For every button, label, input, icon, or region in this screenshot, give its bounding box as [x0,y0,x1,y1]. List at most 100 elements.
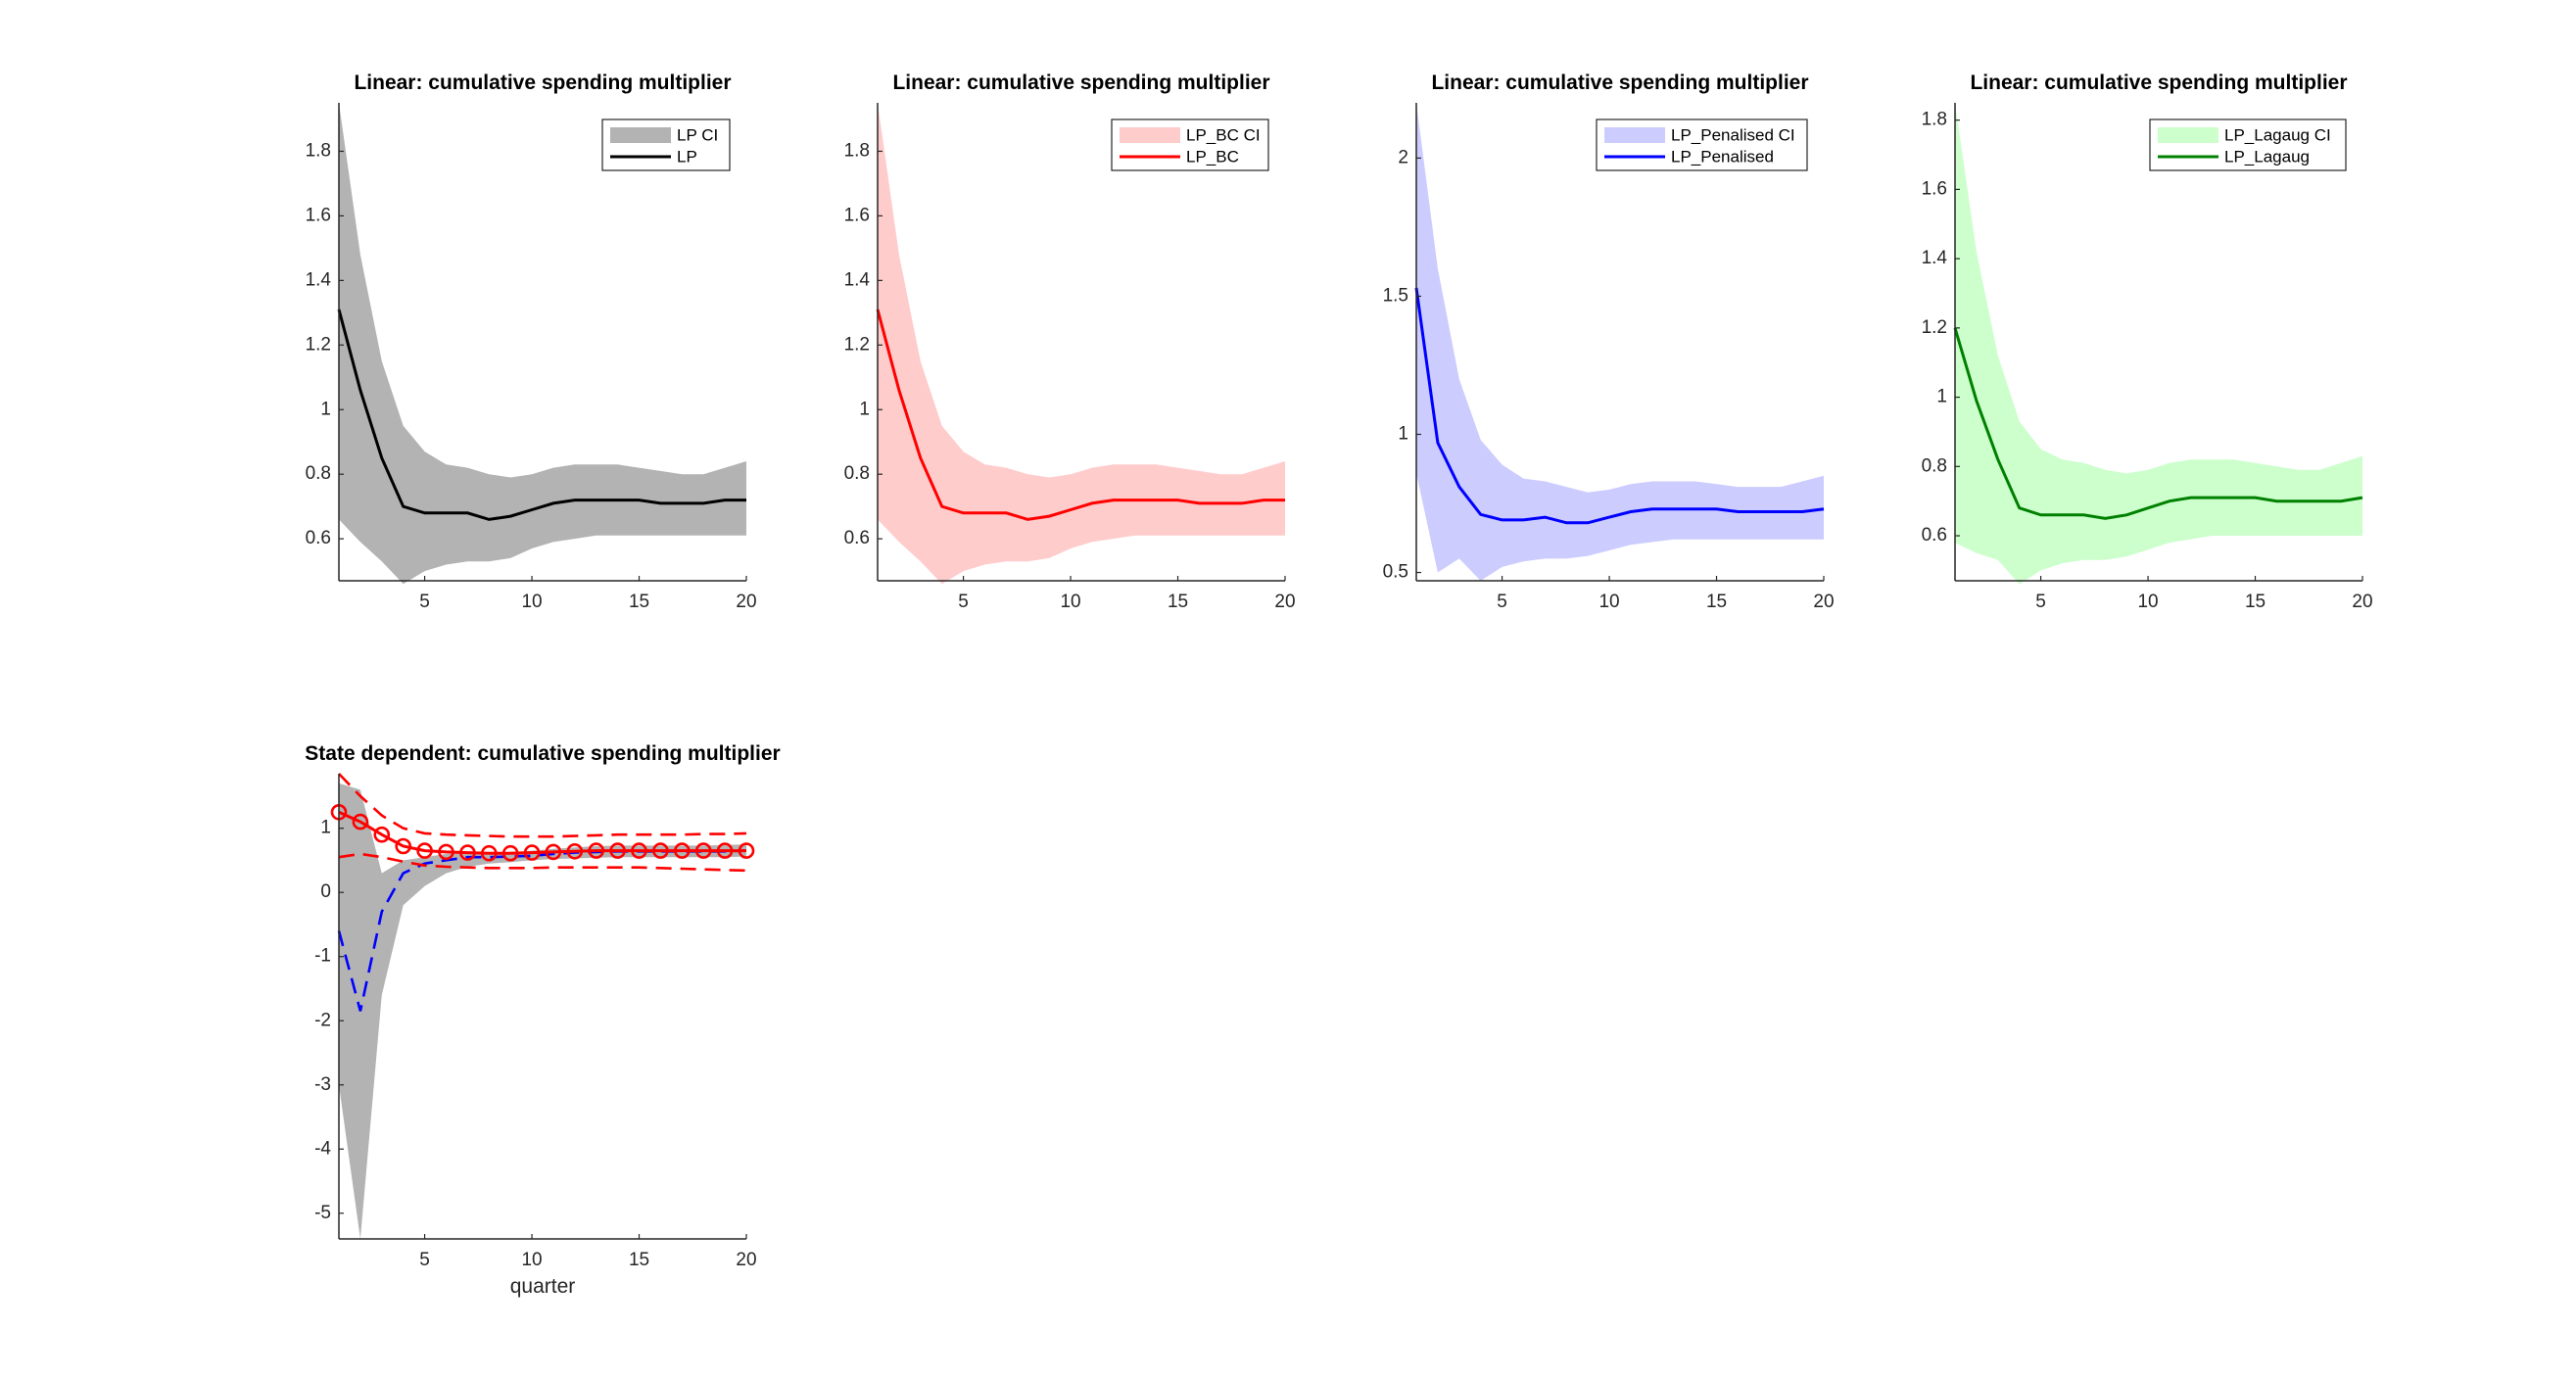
y-tick-label: 1.8 [1922,110,1947,130]
y-tick-label: 1 [1936,387,1947,407]
panel-title: Linear: cumulative spending multiplier [1431,71,1808,94]
y-tick-label: 1.2 [306,334,331,355]
legend-swatch-band [610,127,671,143]
y-tick-label: 0.6 [844,528,870,548]
series-marker [738,842,755,859]
x-tick-label: 10 [521,1250,542,1270]
series-line-3 [338,773,747,838]
x-tick-label: 10 [1598,592,1619,612]
x-tick-label: 5 [2035,592,2046,612]
y-tick-label: 0.8 [844,463,870,484]
x-tick-label: 10 [521,592,542,612]
series-marker [566,842,584,860]
legend: LP_BC CI LP_BC [1111,119,1269,171]
panel-5: 5 10 15 20 -5 -4 -3 -2 -1 0 1 State dependent: cumu… [305,742,780,1298]
y-tick-label: 1 [859,399,870,419]
legend: LP_Lagaug CI LP_Lagaug [2149,119,2347,171]
y-tick-label: 1.8 [306,140,331,161]
series-marker [352,813,369,831]
x-tick-label: 15 [2245,592,2266,612]
y-tick-label: -5 [314,1203,331,1223]
legend-swatch-band [1604,127,1665,143]
series-line-2 [338,810,746,855]
y-tick-label: -4 [314,1138,331,1159]
series-marker [416,842,433,859]
x-tick-label: 5 [419,1250,430,1270]
panel-2: 5 10 15 20 0.6 0.8 1 1.2 1.4 1.6 1.8 Linear: cumula… [844,71,1296,612]
series-line-1 [337,309,746,521]
series-marker [673,842,691,859]
y-tick-label: 0.6 [306,528,331,548]
series-marker [373,826,391,843]
y-tick-label: -3 [314,1074,331,1095]
panel-title: State dependent: cumulative spending mul… [305,742,780,765]
legend-label-band: LP_Lagaug CI [2224,125,2331,144]
series-marker [588,842,605,859]
x-tick-label: 20 [1813,592,1834,612]
series-marker [438,843,454,861]
series-marker [395,837,412,855]
y-tick-label: 1.2 [844,334,870,355]
series-line-1 [876,309,1285,521]
panel-4: 5 10 15 20 0.6 0.8 1 1.2 1.4 1.6 1.8 Linear: cumula… [1922,71,2373,612]
series-marker [480,844,498,862]
x-tick-label: 10 [1060,592,1080,612]
series-line-4 [338,852,747,873]
x-tick-label: 5 [1497,592,1507,612]
legend-label-line: LP [677,147,697,166]
series-marker [545,843,562,861]
confidence-band [1955,103,2362,585]
x-axis-label: quarter [510,1275,576,1298]
y-tick-label: -2 [314,1010,331,1030]
x-tick-label: 15 [629,592,649,612]
y-tick-label: 1 [1398,424,1408,445]
y-tick-label: 1.8 [844,140,870,161]
confidence-band [339,103,746,585]
series-marker [716,842,734,859]
series-line-1 [1953,327,2363,520]
x-tick-label: 20 [2352,592,2372,612]
y-tick-label: 1.4 [306,269,332,290]
y-tick-label: 1.5 [1383,285,1408,306]
panel-1: 5 10 15 20 0.6 0.8 1 1.2 1.4 1.6 1.8 Linear: cumula… [306,71,757,612]
y-tick-label: 1 [320,818,331,838]
legend-label-line: LP_Penalised [1671,147,1774,166]
panel-3: 5 10 15 20 0.5 1 1.5 2 Linear: cumulative spendi… [1383,71,1835,612]
x-tick-label: 15 [1168,592,1188,612]
x-tick-label: 10 [2137,592,2158,612]
series-line-1 [1414,287,1825,525]
y-tick-label: 0.8 [306,463,331,484]
y-tick-label: 0.5 [1383,562,1408,583]
confidence-band [1416,103,1824,581]
panel-title: Linear: cumulative spending multiplier [1970,71,2347,94]
series-marker [652,842,669,859]
legend-label-line: LP_BC [1186,147,1239,166]
y-tick-label: 0.6 [1922,525,1947,546]
y-tick-label: 1.2 [1922,317,1947,338]
x-tick-label: 15 [1706,592,1727,612]
series-marker [523,844,541,861]
series-marker [694,842,712,859]
series-marker [609,842,626,859]
confidence-band [878,103,1285,585]
legend-label-band: LP CI [677,125,718,144]
y-tick-label: 1.6 [1922,178,1947,199]
y-tick-label: 1.6 [844,205,870,225]
y-tick-label: -1 [314,946,331,967]
legend-label-band: LP_Penalised CI [1671,125,1795,144]
x-tick-label: 5 [958,592,969,612]
legend: LP_Penalised CI LP_Penalised [1596,119,1808,171]
series-marker [501,844,519,862]
y-tick-label: 1 [320,399,331,419]
series-marker [459,844,476,861]
panel-title: Linear: cumulative spending multiplier [354,71,731,94]
y-tick-label: 1.6 [306,205,331,225]
y-tick-label: 0.8 [1922,455,1947,476]
y-tick-label: 1.4 [1922,248,1948,268]
y-tick-label: 0 [320,881,331,902]
legend-label-band: LP_BC CI [1186,125,1261,144]
series-line-1 [337,849,747,1012]
legend-swatch-band [2158,127,2218,143]
